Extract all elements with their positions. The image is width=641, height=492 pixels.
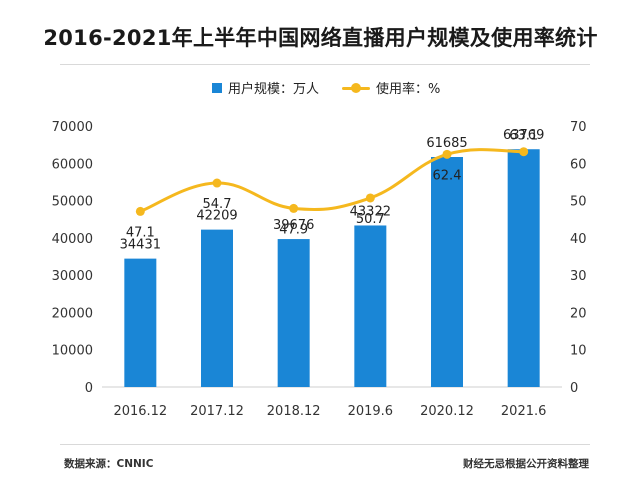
x-tick-label: 2021.6 [501,404,547,419]
line-point [442,149,452,159]
y-left-tick-label: 40000 [52,232,93,247]
line-value-label: 54.7 [203,197,232,212]
x-tick-label: 2019.6 [348,404,394,419]
x-tick-label: 2020.12 [420,404,474,419]
bar-value-label: 42209 [196,209,237,224]
y-right-tick-label: 0 [570,381,578,396]
legend-label-rate: 使用率：% [376,82,441,97]
legend-item-rate: 使用率：% [342,78,440,97]
legend-line-swatch [342,82,370,93]
line-value-label: 62.4 [433,168,462,183]
bar [277,239,310,387]
y-right-tick-label: 20 [570,306,587,321]
x-tick-label: 2017.12 [190,404,244,419]
title-divider [60,64,590,65]
y-right-tick-label: 70 [570,120,587,135]
y-left-tick-label: 30000 [52,269,93,284]
line-point [289,203,299,213]
bar [201,229,233,387]
line-value-label: 47.9 [279,222,308,237]
y-right-tick-label: 50 [570,195,587,210]
y-left-tick-label: 60000 [52,157,93,172]
x-tick-label: 2018.12 [267,404,321,419]
line-point [519,147,529,157]
legend-bar-swatch [212,82,222,93]
bar-value-label: 61685 [426,136,467,151]
y-right-tick-label: 60 [570,157,587,172]
line-value-label: 47.1 [126,225,155,240]
legend-item-users: 用户规模：万人 [212,78,319,97]
line-value-label: 63.1 [509,129,538,144]
y-right-tick-label: 40 [570,232,587,247]
bar-value-label: 63769 [503,128,544,143]
line-point [365,193,375,203]
bar [431,157,463,387]
line-point [212,178,222,188]
bar-value-label: 39676 [273,218,314,233]
y-left-tick-label: 0 [85,381,93,396]
line-value-label: 50.7 [356,212,385,227]
y-right-tick-label: 30 [570,269,587,284]
chart-title: 2016-2021年上半年中国网络直播用户规模及使用率统计 [43,26,598,50]
y-left-tick-label: 50000 [52,195,93,210]
legend-label-users: 用户规模：万人 [228,82,320,97]
source-note: 数据来源：CNNIC [64,458,154,470]
credit-note: 财经无忌根据公开资料整理 [463,458,589,470]
bar-value-label: 43322 [350,204,391,219]
y-left-tick-label: 10000 [52,344,93,359]
y-right-tick-label: 10 [570,344,587,359]
bar-value-label: 34431 [120,238,161,253]
bar [354,225,387,387]
series-line-rate [139,148,524,213]
y-left-tick-label: 20000 [52,306,93,321]
y-left-tick-label: 70000 [52,120,93,135]
line-point [135,206,145,216]
bar [507,149,540,387]
x-tick-label: 2016.12 [113,404,167,419]
footer-divider [60,444,590,445]
bar [124,258,157,387]
